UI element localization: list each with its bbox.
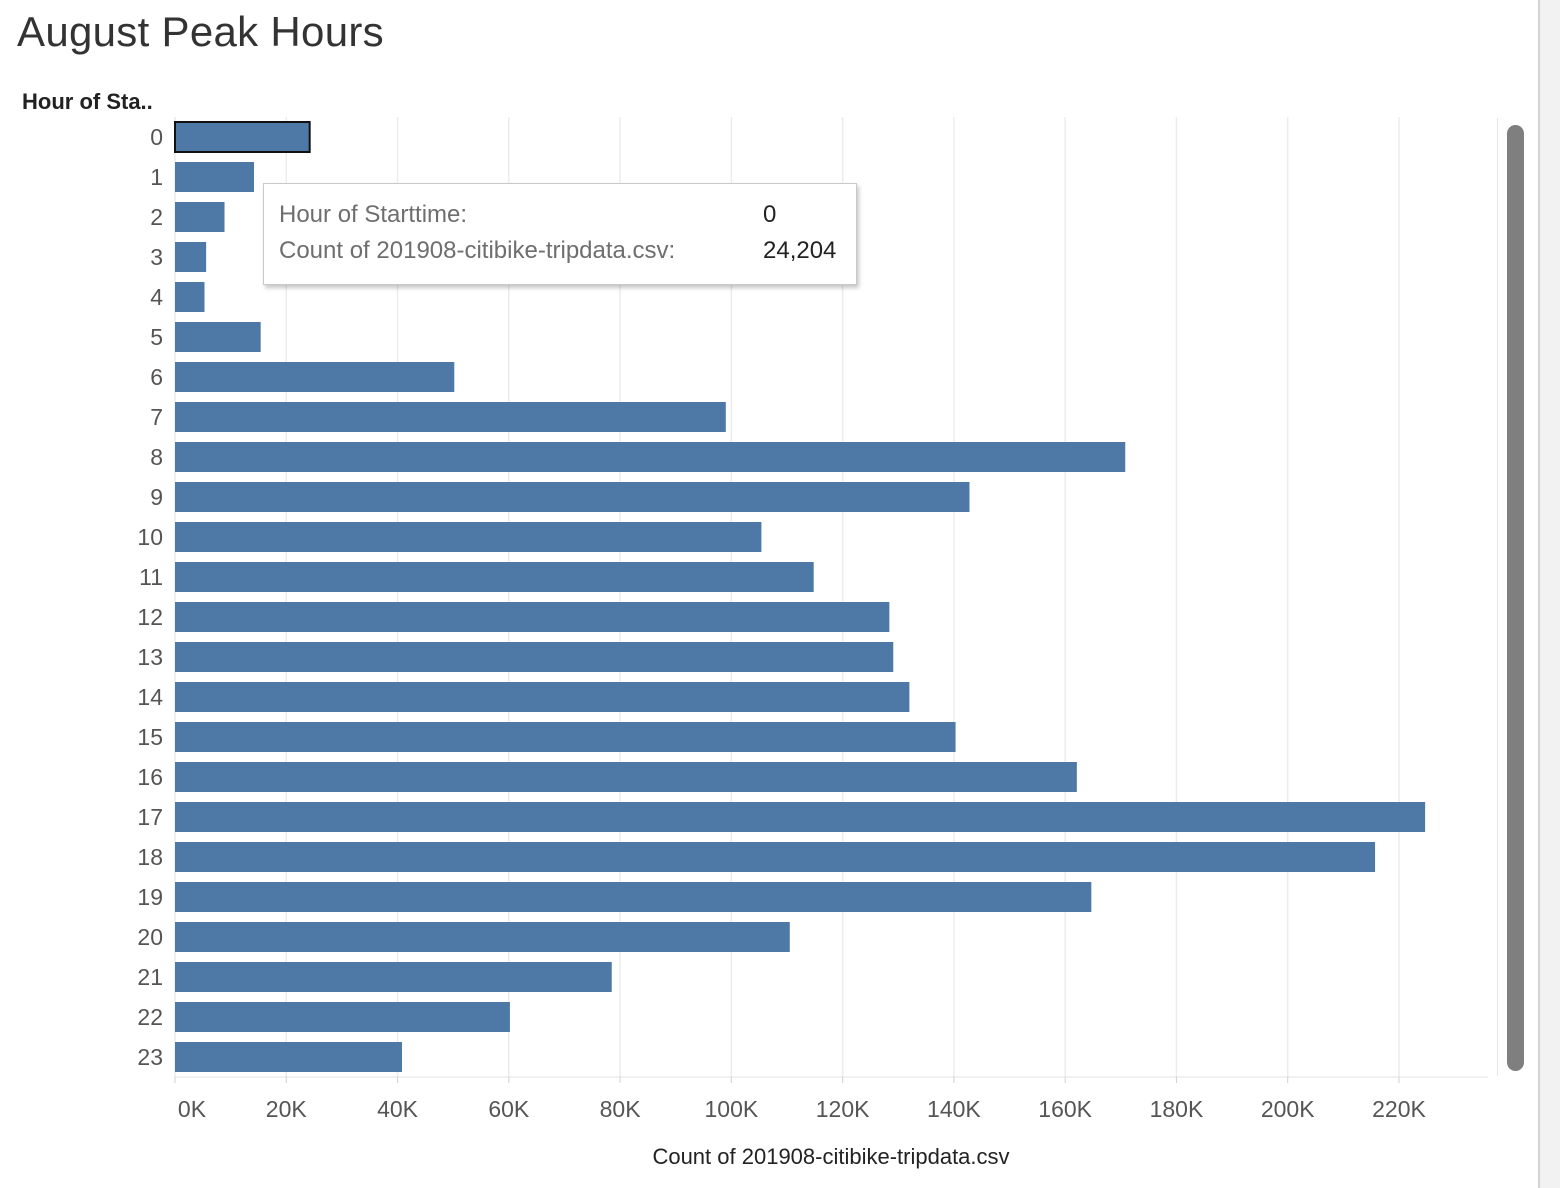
bar-hour-16[interactable] bbox=[175, 762, 1077, 792]
x-tick-label: 220K bbox=[1372, 1096, 1426, 1122]
bar-hour-1[interactable] bbox=[175, 162, 255, 192]
y-tick-label[interactable]: 0 bbox=[150, 124, 163, 150]
bars[interactable] bbox=[174, 121, 1426, 1072]
bar-hour-22[interactable] bbox=[175, 1002, 510, 1032]
x-tick-label: 200K bbox=[1261, 1096, 1315, 1122]
y-tick-label[interactable]: 13 bbox=[137, 644, 163, 670]
bar-hour-19[interactable] bbox=[175, 882, 1092, 912]
y-tick-label[interactable]: 19 bbox=[137, 884, 163, 910]
y-tick-label[interactable]: 17 bbox=[137, 804, 163, 830]
y-tick-label[interactable]: 10 bbox=[137, 524, 163, 550]
y-tick-label[interactable]: 15 bbox=[137, 724, 163, 750]
y-tick-label[interactable]: 11 bbox=[139, 564, 163, 590]
y-tick-label[interactable]: 20 bbox=[137, 924, 163, 950]
tooltip-row-count: Count of 201908-citibike-tripdata.csv: 2… bbox=[279, 237, 836, 265]
bar-hour-12[interactable] bbox=[175, 602, 890, 632]
x-tick-label: 60K bbox=[488, 1096, 530, 1122]
bar-hour-10[interactable] bbox=[175, 522, 762, 552]
bar-hour-17[interactable] bbox=[175, 802, 1426, 832]
tooltip-row-hour: Hour of Starttime: 0 bbox=[279, 201, 776, 229]
vertical-scrollbar-thumb[interactable] bbox=[1507, 125, 1524, 1071]
bar-hour-8[interactable] bbox=[175, 442, 1126, 472]
x-tick-label: 160K bbox=[1038, 1096, 1092, 1122]
y-tick-label[interactable]: 6 bbox=[150, 364, 163, 390]
y-tick-label[interactable]: 4 bbox=[150, 284, 163, 310]
bar-hour-21[interactable] bbox=[175, 962, 612, 992]
y-axis-title[interactable]: Hour of Sta.. bbox=[22, 89, 153, 114]
bar-hour-4[interactable] bbox=[175, 282, 205, 312]
y-tick-label[interactable]: 7 bbox=[150, 404, 163, 430]
x-tick-label: 0K bbox=[178, 1096, 207, 1122]
bar-hour-15[interactable] bbox=[175, 722, 956, 752]
tooltip: Hour of Starttime: 0 Count of 201908-cit… bbox=[263, 183, 857, 285]
tooltip-count-value: 24,204 bbox=[763, 237, 837, 264]
bar-hour-0[interactable] bbox=[174, 121, 311, 153]
bar-hour-6[interactable] bbox=[175, 362, 455, 392]
y-tick-label[interactable]: 22 bbox=[137, 1004, 163, 1030]
bar-hour-9[interactable] bbox=[175, 482, 970, 512]
x-tick-label: 180K bbox=[1150, 1096, 1204, 1122]
y-tick-label[interactable]: 2 bbox=[150, 204, 163, 230]
y-tick-label[interactable]: 12 bbox=[137, 604, 163, 630]
x-tick-label: 40K bbox=[377, 1096, 419, 1122]
x-tick-label: 80K bbox=[600, 1096, 642, 1122]
right-panel-edge bbox=[1538, 0, 1560, 1188]
bar-hour-14[interactable] bbox=[175, 682, 910, 712]
bar-hour-11[interactable] bbox=[175, 562, 814, 592]
tooltip-hour-value: 0 bbox=[763, 201, 777, 228]
bar-hour-13[interactable] bbox=[175, 642, 894, 672]
y-tick-label[interactable]: 23 bbox=[137, 1044, 163, 1070]
x-axis-title[interactable]: Count of 201908-citibike-tripdata.csv bbox=[652, 1144, 1009, 1169]
tooltip-count-label: Count of 201908-citibike-tripdata.csv: bbox=[279, 237, 676, 264]
y-tick-label[interactable]: 1 bbox=[150, 164, 163, 190]
bar-hour-20[interactable] bbox=[175, 922, 790, 952]
tooltip-hour-label: Hour of Starttime: bbox=[279, 201, 468, 228]
bar-hour-23[interactable] bbox=[175, 1042, 402, 1072]
y-tick-label[interactable]: 21 bbox=[137, 964, 163, 990]
bar-hour-3[interactable] bbox=[175, 242, 207, 272]
y-tick-label[interactable]: 16 bbox=[137, 764, 163, 790]
x-tick-label: 20K bbox=[266, 1096, 308, 1122]
bar-hour-2[interactable] bbox=[175, 202, 225, 232]
x-tick-label: 120K bbox=[816, 1096, 870, 1122]
y-tick-label[interactable]: 5 bbox=[150, 324, 163, 350]
y-tick-label[interactable]: 3 bbox=[150, 244, 163, 270]
y-tick-label[interactable]: 14 bbox=[137, 684, 163, 710]
chart-title: August Peak Hours bbox=[17, 8, 384, 55]
y-tick-label[interactable]: 18 bbox=[137, 844, 163, 870]
x-axis-ticks: 0K 20K 40K 60K 80K 100K 120K 140K 160K 180K 200K 22… bbox=[174, 1077, 1426, 1122]
y-tick-label[interactable]: 9 bbox=[150, 484, 163, 510]
y-tick-label[interactable]: 8 bbox=[150, 444, 163, 470]
bar-hour-5[interactable] bbox=[175, 322, 261, 352]
vertical-scrollbar-track[interactable] bbox=[1497, 118, 1528, 1076]
x-tick-label: 100K bbox=[704, 1096, 758, 1122]
bar-hour-18[interactable] bbox=[175, 842, 1376, 872]
x-tick-label: 140K bbox=[927, 1096, 981, 1122]
bar-hour-7[interactable] bbox=[175, 402, 726, 432]
